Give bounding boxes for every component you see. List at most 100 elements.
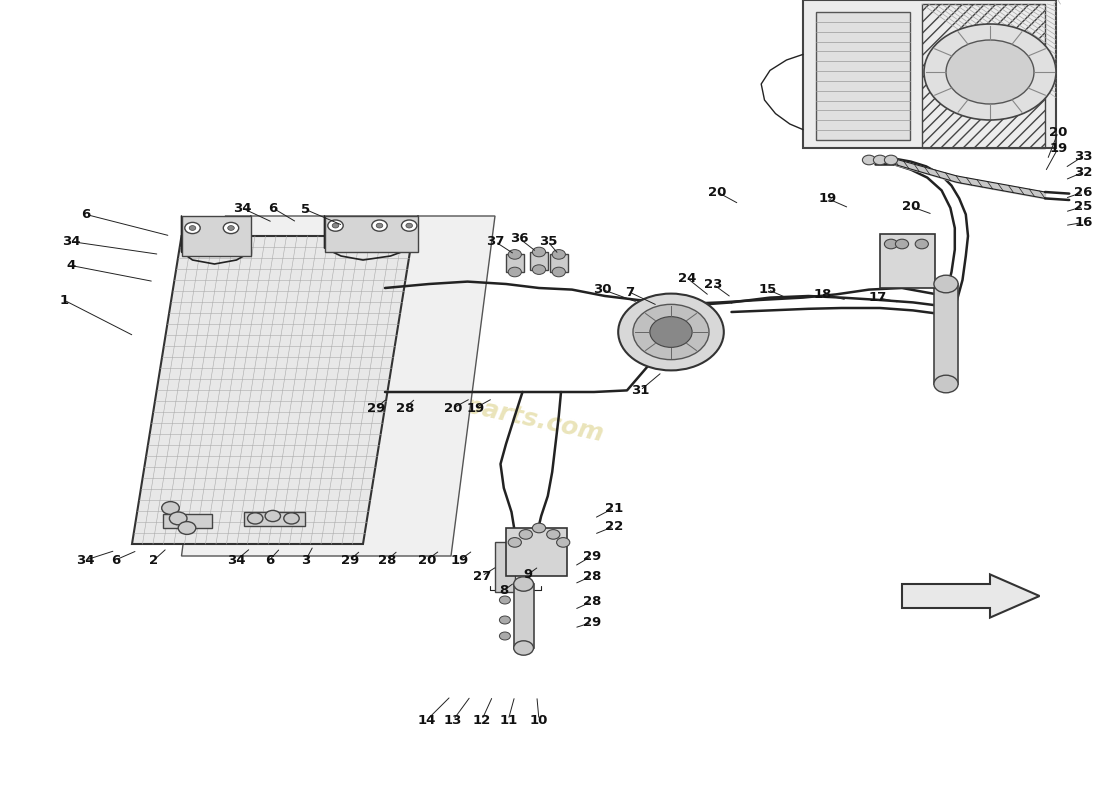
Circle shape	[519, 530, 532, 539]
Text: 14: 14	[418, 714, 436, 726]
Circle shape	[895, 239, 909, 249]
Circle shape	[618, 294, 724, 370]
Text: 10: 10	[530, 714, 548, 726]
Circle shape	[862, 155, 876, 165]
Text: 30: 30	[594, 283, 612, 296]
Bar	[506, 254, 524, 272]
Text: 19: 19	[1049, 142, 1067, 154]
Text: 36: 36	[510, 232, 528, 245]
Bar	[880, 234, 935, 288]
Circle shape	[884, 239, 898, 249]
Text: 29: 29	[367, 402, 385, 414]
Circle shape	[547, 530, 560, 539]
Text: 6: 6	[265, 554, 274, 566]
Polygon shape	[182, 216, 495, 556]
Bar	[550, 254, 568, 272]
Text: 15: 15	[759, 283, 777, 296]
Text: 27: 27	[473, 570, 491, 582]
Text: 13: 13	[444, 714, 462, 726]
Text: 35: 35	[539, 235, 557, 248]
Circle shape	[934, 375, 958, 393]
Circle shape	[873, 155, 887, 165]
Text: 19: 19	[466, 402, 484, 414]
Circle shape	[499, 632, 510, 640]
Bar	[530, 252, 548, 270]
Circle shape	[284, 513, 299, 524]
Circle shape	[946, 40, 1034, 104]
Text: 3: 3	[301, 554, 310, 566]
Circle shape	[185, 222, 200, 234]
Bar	[495, 542, 515, 592]
Circle shape	[532, 265, 546, 274]
Bar	[163, 514, 212, 528]
Circle shape	[915, 239, 928, 249]
Text: 11: 11	[499, 714, 517, 726]
Text: 4: 4	[67, 259, 76, 272]
Text: 20: 20	[1049, 126, 1067, 138]
Text: 29: 29	[583, 550, 601, 562]
Circle shape	[552, 267, 565, 277]
Text: 17: 17	[869, 291, 887, 304]
Bar	[514, 584, 534, 648]
Text: 31: 31	[631, 384, 649, 397]
Bar	[934, 284, 958, 384]
Text: 25: 25	[1075, 200, 1092, 213]
Text: 34: 34	[233, 202, 251, 214]
Bar	[816, 12, 910, 140]
Circle shape	[189, 226, 196, 230]
Circle shape	[169, 512, 187, 525]
Text: 19: 19	[818, 192, 836, 205]
Circle shape	[514, 641, 534, 655]
Circle shape	[248, 513, 263, 524]
Text: 34: 34	[77, 554, 95, 566]
Polygon shape	[902, 574, 1040, 618]
Circle shape	[532, 523, 546, 533]
Circle shape	[508, 538, 521, 547]
Circle shape	[328, 220, 343, 231]
Circle shape	[884, 155, 898, 165]
Bar	[244, 512, 305, 526]
Text: 16: 16	[1075, 216, 1092, 229]
Text: 6: 6	[268, 202, 277, 214]
Text: 8: 8	[499, 584, 508, 597]
Text: 34: 34	[63, 235, 80, 248]
Text: 19: 19	[451, 554, 469, 566]
Bar	[324, 216, 418, 252]
Text: 33: 33	[1075, 150, 1092, 162]
Text: 18: 18	[814, 288, 832, 301]
Circle shape	[406, 223, 412, 228]
Text: 23: 23	[704, 278, 722, 290]
Circle shape	[499, 596, 510, 604]
Circle shape	[508, 267, 521, 277]
Text: 24: 24	[679, 272, 696, 285]
Text: 20: 20	[902, 200, 920, 213]
Text: 28: 28	[396, 402, 414, 414]
Text: 21: 21	[605, 502, 623, 514]
Circle shape	[924, 24, 1056, 120]
Circle shape	[402, 220, 417, 231]
Text: 6: 6	[81, 208, 90, 221]
Circle shape	[162, 502, 179, 514]
Bar	[506, 528, 566, 576]
Text: 28: 28	[583, 595, 601, 608]
Text: 26: 26	[1075, 186, 1092, 198]
Circle shape	[265, 510, 280, 522]
Polygon shape	[132, 236, 412, 544]
Text: 7: 7	[625, 286, 634, 298]
Circle shape	[499, 616, 510, 624]
Text: 29: 29	[583, 616, 601, 629]
Circle shape	[650, 317, 692, 347]
Text: 20: 20	[418, 554, 436, 566]
Text: 20: 20	[708, 186, 726, 198]
Circle shape	[228, 226, 234, 230]
Text: 5: 5	[301, 203, 310, 216]
Text: 22: 22	[605, 520, 623, 533]
Circle shape	[372, 220, 387, 231]
Text: 12: 12	[473, 714, 491, 726]
Text: 32: 32	[1075, 166, 1092, 178]
Text: 28: 28	[583, 570, 601, 582]
Text: 9: 9	[524, 568, 532, 581]
Circle shape	[514, 577, 534, 591]
Bar	[803, 0, 1056, 148]
Circle shape	[557, 538, 570, 547]
